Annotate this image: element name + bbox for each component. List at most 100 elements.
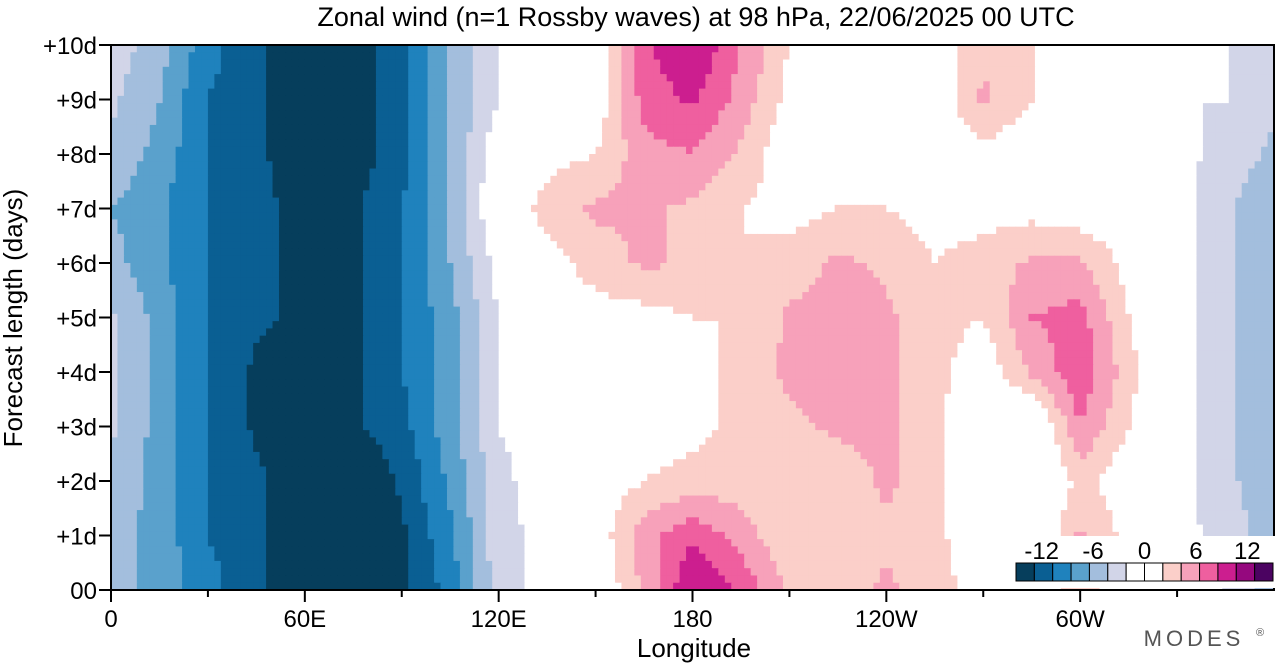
contour-cell (505, 183, 513, 191)
contour-cell (989, 110, 997, 119)
contour-cell (1183, 59, 1191, 68)
contour-cell (1144, 168, 1152, 177)
contour-cell (537, 175, 545, 184)
contour-cell (253, 74, 261, 82)
contour-cell (130, 88, 138, 97)
contour-cell (1241, 45, 1249, 53)
contour-cell (1202, 154, 1210, 162)
contour-cell (556, 197, 564, 206)
contour-cell (718, 81, 726, 90)
contour-cell (873, 212, 881, 220)
contour-cell (666, 175, 674, 184)
contour-cell (117, 66, 125, 75)
contour-cell (427, 183, 435, 191)
contour-cell (1067, 161, 1075, 170)
contour-cell (466, 81, 474, 90)
contour-cell (220, 52, 228, 61)
contour-cell (1241, 146, 1249, 155)
contour-cell (1093, 139, 1101, 148)
contour-cell (815, 212, 823, 220)
contour-cell (1080, 146, 1088, 155)
contour-cell (647, 204, 655, 213)
contour-cell (369, 197, 377, 206)
contour-cell (298, 95, 306, 104)
contour-cell (369, 219, 377, 228)
contour-cell (879, 241, 887, 250)
contour-cell (1196, 81, 1204, 90)
contour-cell (673, 66, 681, 75)
contour-cell (240, 204, 248, 213)
contour-cell (576, 66, 584, 75)
contour-cell (143, 146, 151, 155)
contour-cell (369, 146, 377, 155)
contour-cell (291, 132, 299, 141)
contour-cell (731, 139, 739, 148)
contour-cell (1067, 110, 1075, 119)
contour-cell (388, 146, 396, 155)
contour-cell (375, 81, 383, 90)
contour-cell (408, 146, 416, 155)
contour-cell (498, 132, 506, 141)
contour-cell (1125, 139, 1133, 148)
contour-cell (1112, 132, 1120, 141)
contour-cell (272, 219, 280, 228)
contour-cell (957, 168, 965, 177)
contour-cell (1015, 146, 1023, 155)
contour-cell (660, 81, 668, 90)
contour-cell (537, 146, 545, 155)
contour-cell (227, 197, 235, 206)
contour-cell (847, 45, 855, 53)
contour-cell (1164, 154, 1172, 162)
contour-cell (1144, 45, 1152, 53)
contour-cell (182, 197, 190, 206)
contour-cell (291, 204, 299, 213)
contour-cell (1015, 154, 1023, 162)
contour-cell (479, 74, 487, 82)
contour-cell (408, 219, 416, 228)
contour-cell (317, 219, 325, 228)
contour-cell (776, 241, 784, 250)
contour-cell (382, 168, 390, 177)
contour-cell (892, 52, 900, 61)
contour-cell (343, 226, 351, 235)
contour-cell (111, 190, 119, 199)
contour-cell (886, 204, 894, 213)
contour-cell (950, 197, 958, 206)
contour-cell (899, 139, 907, 148)
contour-cell (207, 204, 215, 213)
contour-cell (1196, 95, 1204, 104)
contour-cell (757, 154, 765, 162)
contour-cell (485, 233, 493, 242)
contour-cell (1241, 81, 1249, 90)
contour-cell (957, 204, 965, 213)
contour-cell (918, 219, 926, 228)
contour-cell (1164, 66, 1172, 75)
contour-cell (1254, 197, 1262, 206)
contour-cell (375, 161, 383, 170)
contour-cell (763, 226, 771, 235)
contour-cell (834, 233, 842, 242)
contour-cell (821, 183, 829, 191)
contour-cell (233, 233, 241, 242)
contour-cell (130, 190, 138, 199)
contour-cell (608, 66, 616, 75)
contour-cell (1047, 124, 1055, 133)
contour-cell (317, 117, 325, 126)
contour-cell (1086, 168, 1094, 177)
contour-cell (498, 154, 506, 162)
contour-cell (369, 132, 377, 141)
contour-cell (1235, 212, 1243, 220)
contour-cell (963, 212, 971, 220)
contour-cell (1177, 139, 1185, 148)
contour-cell (1015, 175, 1023, 184)
contour-cell (1202, 183, 1210, 191)
contour-cell (162, 81, 170, 90)
contour-cell (1047, 132, 1055, 141)
contour-cell (750, 74, 758, 82)
contour-cell (1215, 161, 1223, 170)
contour-cell (408, 132, 416, 141)
contour-cell (614, 45, 623, 53)
contour-cell (1041, 45, 1049, 53)
contour-cell (782, 117, 791, 126)
contour-cell (1164, 212, 1172, 220)
